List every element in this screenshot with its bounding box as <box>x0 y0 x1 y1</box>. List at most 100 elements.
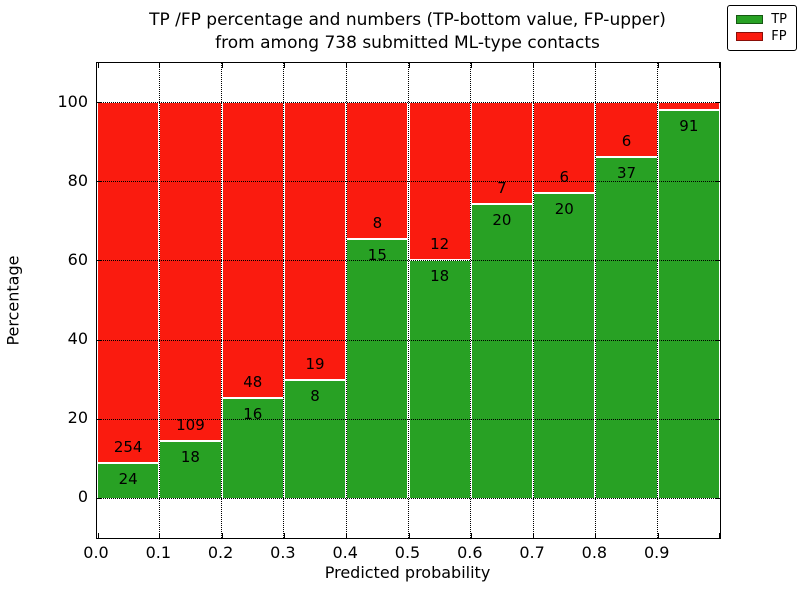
fp-count-label: 48 <box>243 373 263 392</box>
fp-count-label: 6 <box>559 167 570 186</box>
x-tick-mark <box>346 63 348 68</box>
x-tick-mark <box>346 533 348 538</box>
vertical-gridline <box>657 63 659 538</box>
y-tick-mark <box>715 181 720 183</box>
y-tick-label: 80 <box>67 170 88 190</box>
x-tick-mark <box>283 63 285 68</box>
fp-count-label: 7 <box>497 179 507 198</box>
y-tick-mark <box>97 260 102 262</box>
chart-title-line1: TP /FP percentage and numbers (TP-bottom… <box>149 10 666 30</box>
y-tick-label: 60 <box>67 249 88 269</box>
x-tick-mark <box>221 533 223 538</box>
fp-swatch <box>736 32 764 41</box>
x-tick-mark <box>470 533 472 538</box>
vertical-gridline <box>470 63 472 538</box>
legend: TP FP <box>727 5 797 51</box>
x-tick-mark <box>97 533 99 538</box>
tp-swatch <box>736 15 764 24</box>
x-tick-mark <box>657 63 659 68</box>
x-tick-mark <box>719 63 720 68</box>
y-tick-label: 100 <box>57 91 88 111</box>
tp-bar-segment <box>658 111 719 499</box>
horizontal-gridline <box>97 260 720 262</box>
fp-count-label: 19 <box>305 355 325 374</box>
fp-bar-segment <box>534 102 595 194</box>
legend-entry-fp: FP <box>736 28 787 45</box>
fp-bar-segment <box>658 102 719 112</box>
legend-entry-tp: TP <box>736 11 787 28</box>
horizontal-gridline <box>97 181 720 183</box>
x-tick-mark <box>470 63 472 68</box>
y-tick-mark <box>97 102 102 104</box>
x-tick-mark <box>159 63 161 68</box>
y-tick-mark <box>715 497 720 499</box>
tp-count-label: 16 <box>243 405 263 424</box>
tp-bar-segment <box>347 240 408 499</box>
y-tick-mark <box>715 260 720 262</box>
x-tick-label: 0.3 <box>270 543 296 562</box>
fp-bar-segment <box>98 102 159 465</box>
x-tick-label: 0.9 <box>643 543 670 562</box>
fp-count-label: 6 <box>621 131 632 150</box>
fp-bar-segment <box>596 102 657 158</box>
y-tick-mark <box>715 102 720 104</box>
x-tick-mark <box>159 533 161 538</box>
x-tick-label: 0.1 <box>145 543 172 562</box>
x-tick-mark <box>221 63 223 68</box>
tp-bar-segment <box>596 157 657 499</box>
tp-count-label: 24 <box>118 470 138 489</box>
x-tick-label: 0.5 <box>394 543 421 562</box>
fp-bar-segment <box>160 102 221 443</box>
tp-count-label: 18 <box>430 266 450 285</box>
tp-bar-segment <box>98 464 159 499</box>
tp-bar-segment <box>222 399 283 499</box>
legend-label: FP <box>771 29 787 44</box>
plot-area: 24 254 18 109 16 48 8 19 15 8 18 12 20 7 20 6 37 6 91 <box>96 62 721 539</box>
vertical-gridline <box>345 63 347 538</box>
tp-bar-segment <box>534 193 595 499</box>
tp-bar-segment <box>409 260 470 499</box>
x-tick-label: 0.8 <box>581 543 608 562</box>
vertical-gridline <box>221 63 223 538</box>
horizontal-gridline <box>97 418 720 420</box>
fp-count-label: 12 <box>430 234 450 253</box>
tp-bar-segment <box>284 381 346 499</box>
fp-count-label: 8 <box>372 214 383 233</box>
x-tick-mark <box>533 533 535 538</box>
x-tick-mark <box>283 533 285 538</box>
tp-count-label: 18 <box>180 448 200 467</box>
tp-bar-segment <box>471 205 533 499</box>
fp-bar-segment <box>222 102 283 400</box>
vertical-gridline <box>532 63 534 538</box>
x-tick-mark <box>533 63 535 68</box>
tp-count-label: 37 <box>617 163 637 182</box>
y-tick-mark <box>97 181 102 183</box>
y-tick-label: 20 <box>67 408 88 428</box>
y-tick-label: 40 <box>67 329 88 349</box>
fp-count-label: 254 <box>113 438 143 457</box>
x-tick-mark <box>408 533 410 538</box>
tp-count-label: 8 <box>310 387 320 406</box>
horizontal-gridline <box>97 102 720 104</box>
y-tick-mark <box>97 339 102 341</box>
legend-label: TP <box>771 12 787 27</box>
x-tick-mark <box>657 533 659 538</box>
fp-bar-segment <box>471 102 533 206</box>
x-tick-mark <box>408 63 410 68</box>
tp-count-label: 20 <box>554 199 574 218</box>
x-tick-mark <box>719 533 720 538</box>
fp-count-label: 109 <box>176 416 205 435</box>
horizontal-gridline <box>97 339 720 341</box>
y-tick-mark <box>97 497 102 499</box>
x-tick-label: 0.0 <box>83 543 109 562</box>
fp-bar-segment <box>284 102 346 382</box>
tp-count-label: 91 <box>679 117 699 136</box>
vertical-gridline <box>158 63 160 538</box>
x-tick-label: 0.2 <box>207 543 234 562</box>
fp-bar-segment <box>347 102 408 241</box>
vertical-gridline <box>283 63 285 538</box>
horizontal-gridline <box>97 497 720 499</box>
x-axis-label: Predicted probability <box>324 563 491 582</box>
tp-count-label: 15 <box>367 246 387 265</box>
